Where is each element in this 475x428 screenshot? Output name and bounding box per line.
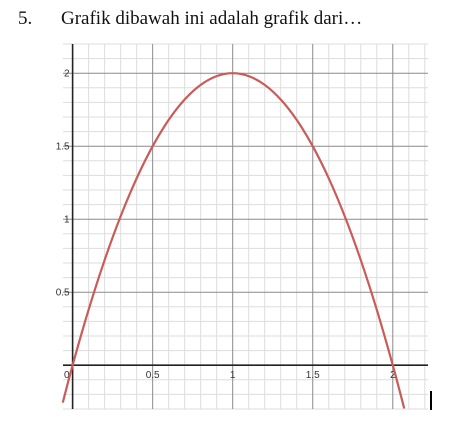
major-grid (63, 44, 428, 409)
tick-labels: 0 0.5 1 1.5 2 0.5 1 1.5 2 (56, 69, 396, 382)
y-tick-label: 2 (64, 69, 70, 80)
y-tick-label: 1.5 (56, 142, 70, 153)
x-tick-label: 1 (230, 370, 236, 381)
x-tick-label: 0 (64, 370, 70, 381)
y-tick-label: 1 (64, 215, 70, 226)
question-prompt: Grafik dibawah ini adalah grafik dari… (61, 8, 363, 29)
minor-grid (63, 43, 428, 410)
x-tick-label: 2 (390, 370, 396, 381)
text-cursor (430, 391, 432, 410)
x-tick-label: 0.5 (146, 370, 160, 381)
question-number: 5. (18, 8, 33, 29)
question-text: 5. Grafik dibawah ini adalah grafik dari… (18, 8, 362, 30)
x-tick-label: 1.5 (306, 370, 320, 381)
axes (63, 44, 428, 409)
y-tick-label: 0.5 (56, 288, 70, 299)
series-layer (61, 72, 406, 409)
parabola-curve (61, 72, 406, 409)
